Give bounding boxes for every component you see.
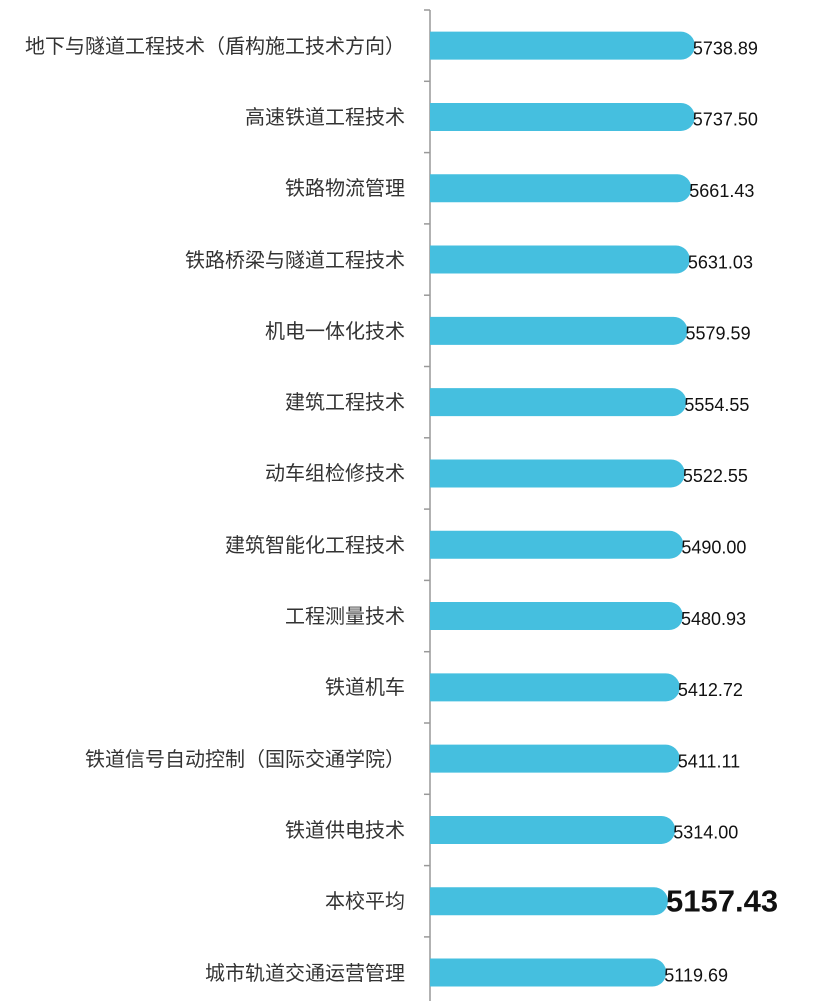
bar [430,744,680,773]
value-label: 5579.59 [686,324,751,344]
category-label: 机电一体化技术 [265,318,405,343]
bar [430,174,692,203]
value-label: 5412.72 [678,680,743,700]
value-label: 5119.69 [664,965,728,985]
category-label: 铁道机车 [325,675,405,700]
category-label: 铁道信号自动控制（国际交通学院） [85,746,405,771]
bar [430,316,688,345]
bar [430,245,690,274]
bar [430,31,695,60]
bar [430,958,667,987]
category-label: 铁路物流管理 [285,176,405,201]
bar [430,673,680,702]
value-label: 5490.00 [681,538,746,558]
value-label: 5480.93 [681,609,746,629]
category-label: 动车组检修技术 [265,461,405,486]
category-label: 城市轨道交通运营管理 [205,960,405,985]
category-label: 工程测量技术 [285,604,405,629]
value-label: 5522.55 [683,466,748,486]
value-label: 5631.03 [688,252,753,272]
value-label: 5661.43 [689,181,754,201]
value-label: 5554.55 [684,395,749,415]
bar [430,388,687,417]
category-label: 建筑智能化工程技术 [225,532,405,557]
bar [430,815,676,844]
value-label: 5737.50 [693,110,758,130]
category-label: 铁路桥梁与隧道工程技术 [185,247,405,272]
category-label: 铁道供电技术 [285,817,405,842]
bar [430,459,685,488]
bar [430,102,695,131]
value-label: 5411.11 [678,751,740,771]
value-label: 5314.00 [673,823,738,843]
bar [430,530,684,559]
category-label: 高速铁道工程技术 [245,104,405,129]
category-label: 地下与隧道工程技术（盾构施工技术方向） [25,33,405,58]
value-label: 5738.89 [693,38,758,58]
bar [430,887,669,916]
bar [430,602,683,631]
category-label: 本校平均 [325,889,405,914]
value-label: 5157.43 [666,883,778,918]
category-label: 建筑工程技术 [285,390,405,415]
